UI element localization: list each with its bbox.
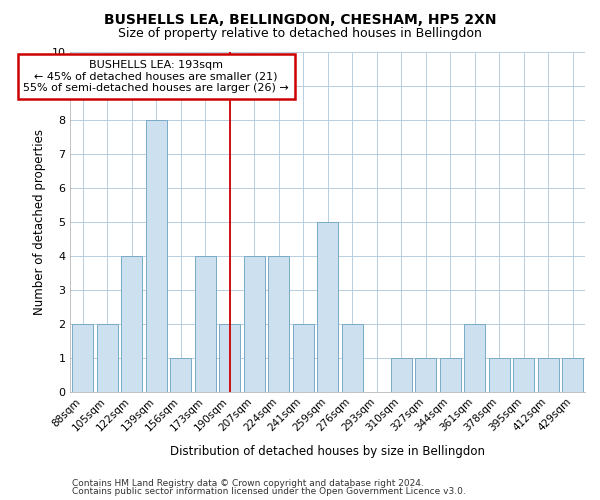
Text: Contains public sector information licensed under the Open Government Licence v3: Contains public sector information licen… xyxy=(72,487,466,496)
Bar xyxy=(244,256,265,392)
Text: Contains HM Land Registry data © Crown copyright and database right 2024.: Contains HM Land Registry data © Crown c… xyxy=(72,478,424,488)
Bar xyxy=(538,358,559,392)
Bar xyxy=(293,324,314,392)
Bar xyxy=(514,358,534,392)
Bar xyxy=(146,120,167,392)
Bar xyxy=(268,256,289,392)
Bar xyxy=(391,358,412,392)
Text: BUSHELLS LEA: 193sqm
← 45% of detached houses are smaller (21)
55% of semi-detac: BUSHELLS LEA: 193sqm ← 45% of detached h… xyxy=(23,60,289,93)
Bar xyxy=(72,324,93,392)
Bar xyxy=(489,358,509,392)
Text: BUSHELLS LEA, BELLINGDON, CHESHAM, HP5 2XN: BUSHELLS LEA, BELLINGDON, CHESHAM, HP5 2… xyxy=(104,12,496,26)
Bar xyxy=(121,256,142,392)
Bar xyxy=(464,324,485,392)
X-axis label: Distribution of detached houses by size in Bellingdon: Distribution of detached houses by size … xyxy=(170,444,485,458)
Bar xyxy=(562,358,583,392)
Bar xyxy=(170,358,191,392)
Bar xyxy=(342,324,362,392)
Text: Size of property relative to detached houses in Bellingdon: Size of property relative to detached ho… xyxy=(118,28,482,40)
Bar xyxy=(415,358,436,392)
Bar xyxy=(97,324,118,392)
Bar xyxy=(317,222,338,392)
Bar xyxy=(219,324,240,392)
Bar xyxy=(195,256,215,392)
Bar xyxy=(440,358,461,392)
Y-axis label: Number of detached properties: Number of detached properties xyxy=(33,128,46,314)
